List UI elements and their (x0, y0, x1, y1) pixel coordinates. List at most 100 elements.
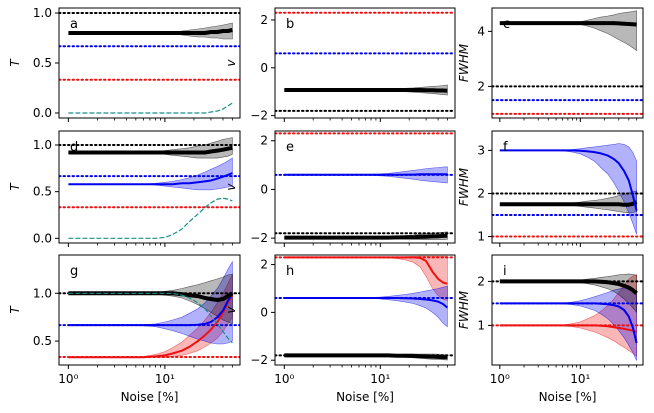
x-tick-label: 10⁰ (58, 372, 78, 386)
x-axis-label: Noise [%] (121, 390, 179, 404)
panel-label: i (503, 264, 507, 279)
y-tick-label: 1.0 (33, 138, 52, 152)
series-line-red (68, 294, 234, 359)
y-tick-label: 2 (260, 134, 268, 148)
band-blue (284, 285, 448, 328)
y-axis-label: v (224, 183, 238, 191)
y-axis-label: v (224, 59, 238, 67)
plot-area (492, 10, 643, 115)
band-black (499, 10, 637, 52)
series-line-black (68, 28, 233, 35)
band-blue (68, 157, 233, 191)
x-axis-label: Noise [%] (336, 390, 394, 404)
x-tick-label: 10⁰ (490, 372, 510, 386)
plot-area (59, 12, 240, 114)
y-tick-label: −2 (250, 231, 268, 245)
series-line-red (284, 256, 448, 285)
panel-label: a (70, 17, 78, 32)
axes-frame (58, 7, 241, 119)
series-line-black (68, 145, 233, 155)
y-axis-label: T (8, 305, 22, 314)
y-tick-label: 0.5 (33, 334, 52, 348)
y-tick-label: 3 (477, 143, 485, 157)
y-tick-label: 2 (477, 186, 485, 200)
y-axis-label: T (8, 182, 22, 191)
x-tick-label: 10¹ (155, 372, 175, 386)
y-tick-label: 0 (260, 305, 268, 319)
y-axis-label: v (224, 306, 238, 314)
plot-area (492, 273, 643, 361)
y-axis-label: FWHM (457, 167, 471, 206)
axes-frame (274, 7, 456, 119)
series-line-black (499, 200, 638, 207)
panel-i: 1 2 10⁰ 10¹ FWHM i Noise [%] (457, 254, 644, 404)
series-line-black (284, 88, 448, 93)
axes-frame (58, 130, 241, 244)
panel-label: d (70, 140, 78, 155)
series-line-black (284, 233, 448, 240)
axes-frame (58, 254, 241, 366)
series-line-blue (284, 297, 449, 309)
y-tick-label: 2 (477, 274, 485, 288)
y-tick-label: 0.5 (33, 56, 52, 70)
panel-label: h (286, 264, 294, 279)
panel-a: 0.0 0.5 1.0 Ta (8, 6, 241, 122)
y-axis-label: FWHM (457, 43, 471, 82)
y-tick-label: 2 (260, 258, 268, 272)
panel-g: 0.5 1.0 10⁰ 10¹ Tg Noise [%] (8, 254, 241, 404)
plot-area (275, 255, 455, 361)
y-tick-label: 2 (260, 13, 268, 27)
panel-label: c (503, 17, 510, 32)
series-line-teal (68, 197, 233, 239)
series-line-blue (499, 149, 638, 211)
x-axis-label: Noise [%] (539, 390, 597, 404)
plot-area (59, 137, 240, 239)
band-blue (499, 143, 637, 235)
series-line-teal (68, 292, 233, 344)
y-tick-label: 1 (477, 230, 485, 244)
series-line-blue (68, 292, 234, 327)
band-black (68, 137, 233, 159)
y-tick-label: 0.5 (33, 185, 52, 199)
x-tick-label: 10¹ (370, 372, 390, 386)
y-tick-label: 1 (477, 318, 485, 332)
x-tick-label: 10⁰ (274, 372, 294, 386)
series-line-black (499, 21, 637, 27)
y-axis-label: T (8, 58, 22, 67)
y-tick-label: 0.0 (33, 106, 52, 120)
panel-c: 2 4 FWHM c (457, 7, 644, 122)
y-tick-label: 0.0 (33, 231, 52, 245)
series-line-blue (68, 172, 233, 186)
series-line-black (499, 279, 638, 295)
series-line-blue (499, 302, 638, 344)
band-blue (499, 287, 637, 361)
plot-area (59, 260, 240, 359)
panel-h: −2 0 2 10⁰ 10¹ v h Noise [%] (224, 254, 456, 404)
y-tick-label: −2 (250, 353, 268, 367)
y-tick-label: 1.0 (33, 286, 52, 300)
panel-b: −2 0 2 v b (224, 7, 456, 123)
panel-label: e (286, 140, 294, 155)
y-tick-label: 0 (260, 61, 268, 75)
series-line-black (284, 353, 448, 360)
axes-frame (274, 254, 456, 366)
axes-frame (274, 130, 456, 244)
y-tick-label: 2 (477, 79, 485, 93)
plot-area (275, 11, 455, 112)
y-tick-label: 1.0 (33, 6, 52, 20)
y-axis-label: FWHM (457, 290, 471, 329)
panel-label: f (503, 140, 508, 155)
y-tick-label: 4 (477, 24, 485, 38)
y-tick-label: 0 (260, 182, 268, 196)
plot-area (275, 132, 455, 240)
series-line-blue (284, 173, 448, 176)
panel-label: b (286, 17, 294, 32)
panel-f: 1 2 3 FWHM f (457, 130, 644, 247)
x-tick-label: 10¹ (570, 372, 590, 386)
plot-area (492, 143, 643, 238)
panel-e: −2 0 2 v e (224, 130, 456, 247)
panel-label: g (70, 264, 78, 279)
series-line-red (499, 324, 637, 333)
series-line-teal (68, 102, 233, 114)
